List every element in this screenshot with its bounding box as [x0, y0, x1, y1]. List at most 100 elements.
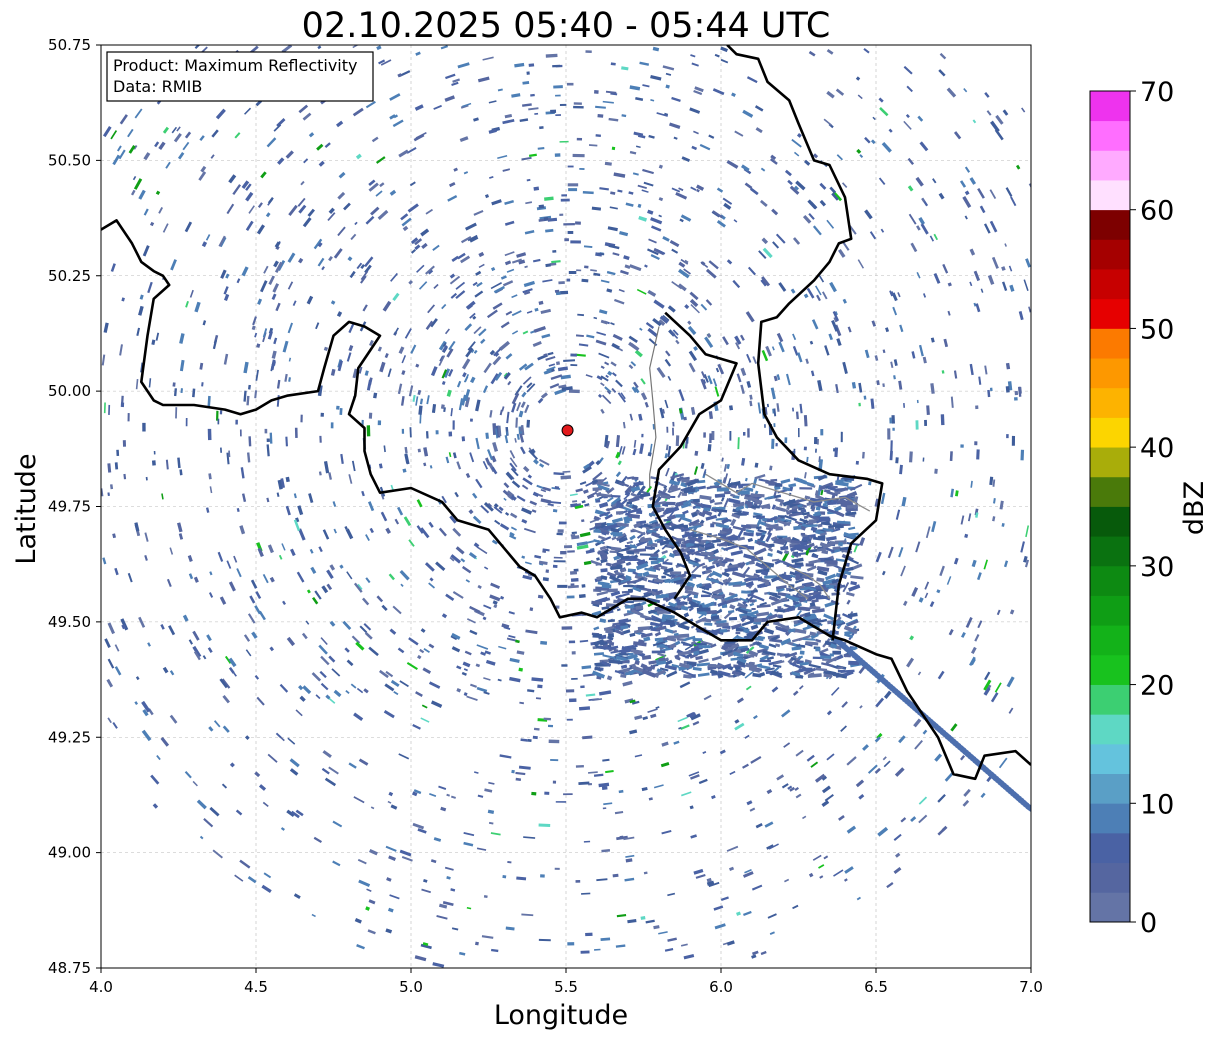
radar-echo: [819, 182, 827, 190]
radar-echo: [627, 496, 640, 504]
radar-echo: [613, 648, 619, 653]
radar-echo: [881, 570, 886, 576]
radar-echo: [846, 825, 857, 834]
radar-echo: [540, 640, 548, 645]
radar-echo: [792, 594, 803, 599]
radar-echo: [549, 262, 557, 266]
radar-echo: [298, 684, 304, 691]
radar-echo: [511, 294, 518, 299]
radar-echo: [797, 428, 800, 438]
radar-echo: [806, 565, 817, 572]
radar-echo: [170, 259, 177, 271]
radar-echo: [974, 634, 980, 642]
radar-echo: [343, 202, 351, 211]
radar-echo: [483, 691, 490, 695]
radar-echo: [441, 495, 447, 504]
radar-echo: [664, 399, 669, 409]
river-line: [788, 565, 831, 600]
radar-echo: [385, 928, 393, 934]
radar-echo: [707, 375, 713, 385]
radar-echo: [796, 552, 807, 556]
radar-echo: [271, 293, 277, 300]
radar-echo: [228, 657, 237, 668]
radar-echo: [690, 406, 696, 415]
radar-echo: [967, 513, 972, 522]
radar-echo: [761, 237, 769, 245]
radar-echo: [492, 600, 498, 605]
radar-echo: [711, 588, 723, 596]
radar-echo: [683, 612, 690, 618]
radar-echo: [511, 402, 517, 413]
radar-echo: [603, 802, 613, 806]
radar-echo: [607, 619, 615, 623]
radar-echo: [662, 65, 675, 71]
radar-echo: [655, 625, 667, 632]
radar-echo: [450, 408, 453, 417]
radar-echo: [208, 592, 214, 598]
radar-echo: [657, 652, 666, 658]
radar-echo: [734, 130, 744, 137]
radar-echo: [121, 624, 127, 630]
radar-echo: [710, 615, 720, 621]
radar-echo: [799, 487, 813, 490]
radar-echo: [828, 523, 842, 529]
radar-echo: [859, 154, 864, 158]
colorbar-swatch: [1090, 91, 1130, 122]
radar-echo: [748, 650, 759, 658]
radar-echo: [515, 777, 522, 782]
radar-echo: [741, 510, 749, 516]
radar-echo: [520, 738, 528, 742]
radar-echo: [222, 694, 230, 704]
radar-echo: [262, 801, 269, 808]
radar-echo: [593, 272, 601, 277]
radar-echo: [855, 779, 865, 788]
radar-echo: [591, 610, 602, 617]
radar-echo: [542, 548, 550, 552]
radar-echo: [456, 688, 462, 693]
radar-echo: [903, 120, 912, 130]
radar-echo: [593, 529, 601, 534]
radar-echo: [625, 671, 634, 676]
x-tick-label: 7.0: [1019, 978, 1043, 996]
radar-echo: [546, 366, 556, 372]
radar-echo: [328, 655, 336, 663]
radar-echo: [660, 494, 671, 500]
radar-echo: [768, 592, 782, 599]
radar-echo: [755, 611, 770, 617]
radar-echo: [784, 169, 792, 177]
radar-echo: [676, 476, 685, 482]
radar-echo: [682, 595, 689, 598]
radar-echo: [615, 379, 623, 388]
radar-echo: [998, 757, 1008, 769]
radar-echo: [658, 214, 662, 218]
radar-echo: [234, 874, 244, 882]
radar-echo: [605, 545, 612, 549]
radar-echo: [209, 806, 220, 817]
radar-echo: [569, 570, 578, 575]
radar-echo: [540, 308, 551, 314]
radar-echo: [939, 52, 947, 60]
radar-echo: [470, 376, 476, 384]
radar-echo: [592, 698, 603, 702]
radar-echo: [527, 689, 535, 693]
radar-echo: [213, 720, 221, 728]
radar-echo: [969, 281, 973, 287]
radar-echo: [654, 631, 662, 637]
radar-echo: [616, 564, 623, 569]
radar-echo: [776, 403, 780, 412]
radar-echo: [566, 595, 575, 599]
radar-echo: [678, 268, 690, 279]
radar-echo: [509, 462, 517, 472]
radar-echo: [661, 549, 668, 555]
radar-echo: [629, 150, 637, 155]
radar-echo: [829, 281, 837, 293]
radar-echo: [647, 579, 660, 585]
radar-echo: [978, 376, 982, 385]
colorbar-frame: [1089, 90, 1131, 923]
radar-echo: [425, 208, 433, 215]
radar-echo: [614, 810, 624, 815]
radar-echo: [771, 346, 775, 351]
colorbar-label: dBZ: [1179, 481, 1210, 535]
radar-echo: [429, 465, 433, 469]
radar-echo: [388, 855, 396, 861]
